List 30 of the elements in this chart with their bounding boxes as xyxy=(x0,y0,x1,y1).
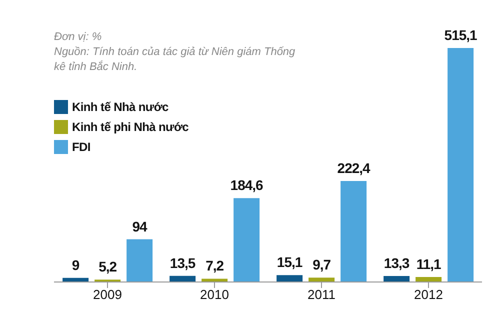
x-tick-label: 2009 xyxy=(93,287,122,302)
bar xyxy=(448,48,474,282)
data-label: 9 xyxy=(72,256,80,273)
data-label: 515,1 xyxy=(444,27,478,43)
data-label: 222,4 xyxy=(337,160,371,176)
data-label: 5,2 xyxy=(98,258,118,275)
x-tick-label: 2010 xyxy=(200,287,229,302)
bar xyxy=(384,276,410,282)
data-label: 11,1 xyxy=(416,256,442,272)
x-tick-label: 2011 xyxy=(308,287,336,302)
bar xyxy=(276,275,303,282)
bar xyxy=(170,276,196,282)
bar xyxy=(340,180,367,282)
bar xyxy=(202,278,228,282)
data-label: 94 xyxy=(132,218,148,234)
legend-label: Kinh tế phi Nhà nước xyxy=(72,120,189,134)
data-label: 13,5 xyxy=(170,254,196,271)
legend-label: Kinh tế Nhà nước xyxy=(72,100,168,114)
data-label: 184,6 xyxy=(230,177,264,194)
legend-label: FDI xyxy=(72,140,90,154)
bar xyxy=(308,278,335,282)
annotation: Nguồn: Tính toán của tác giả từ Niên giám Thống kê tỉnh Bắc Ninh. xyxy=(54,45,296,75)
bar xyxy=(126,239,153,282)
data-label: 7,2 xyxy=(206,258,224,274)
bar xyxy=(234,198,260,282)
x-tick-label: 2012 xyxy=(414,287,443,302)
data-label: 13,3 xyxy=(384,254,410,271)
text: Đơn vị: % xyxy=(54,30,103,45)
data-label: 15,1 xyxy=(276,254,303,270)
data-label: 9,7 xyxy=(312,256,332,273)
